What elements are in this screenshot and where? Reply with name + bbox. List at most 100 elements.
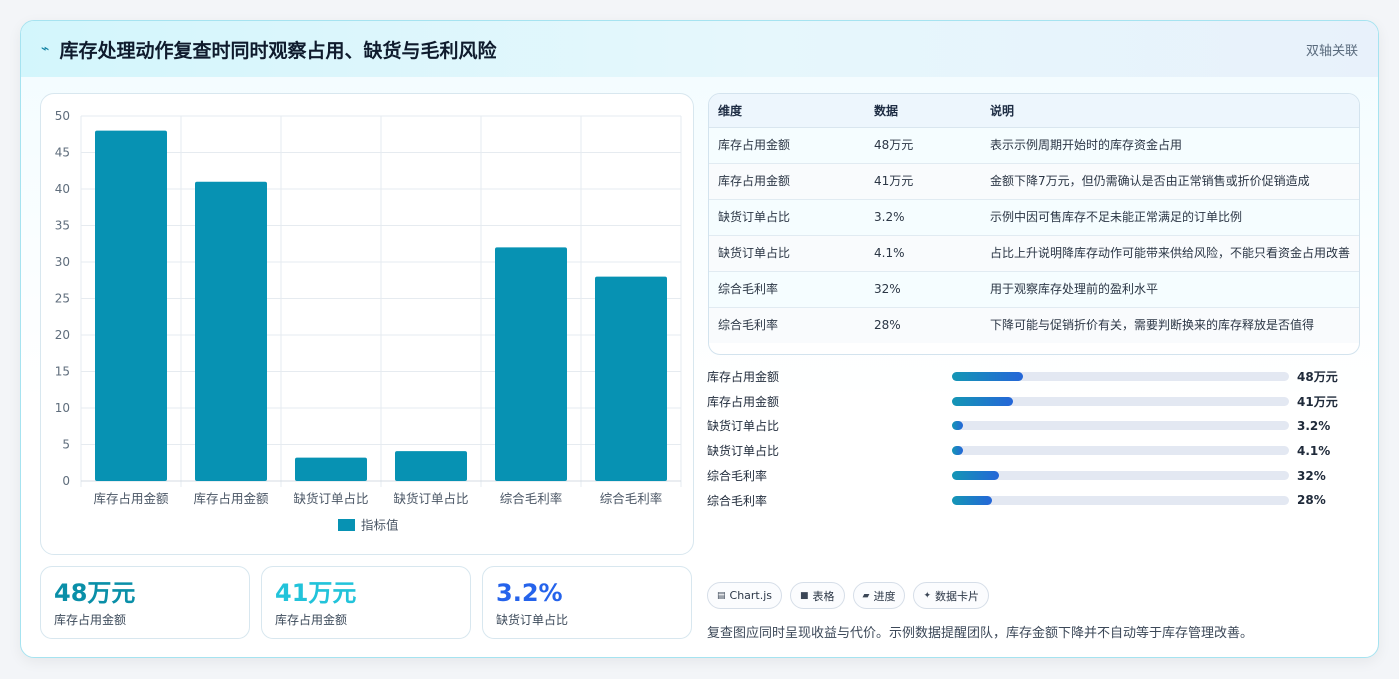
- x-tick-label: 缺货订单占比: [293, 491, 368, 506]
- chip-label: 表格: [812, 589, 835, 603]
- y-tick-label: 0: [62, 474, 70, 488]
- chip-label: 数据卡片: [935, 589, 980, 603]
- bar-chart: 0 5 10 15 20 25 30 35 40 45 50 库存占用金额 库存占用金额 缺货订单占比 缺货…: [55, 109, 682, 533]
- progress-fill: [952, 495, 993, 505]
- table-icon: ■: [800, 590, 809, 601]
- x-tick-label: 库存占用金额: [93, 491, 169, 506]
- progress-row: 缺货订单占比 3.2%: [707, 414, 1359, 439]
- table-chip[interactable]: ■ 表格: [790, 582, 845, 609]
- table-cell: 4.1%: [865, 235, 981, 272]
- chip-label: 进度: [873, 589, 896, 603]
- y-tick-label: 35: [55, 219, 70, 233]
- y-tick-label: 30: [55, 255, 70, 269]
- progress-fill: [952, 396, 1013, 406]
- progress-fill: [952, 371, 1023, 381]
- table-cell: 28%: [865, 307, 981, 343]
- kpi-value: 41万元: [275, 579, 357, 607]
- table-cell: 表示示例周期开始时的库存资金占用: [981, 127, 1359, 164]
- kpi-label: 库存占用金额: [54, 613, 127, 627]
- table-cell: 库存占用金额: [709, 127, 865, 164]
- bar: [295, 457, 367, 481]
- progress-value: 48万元: [1297, 369, 1338, 384]
- kpi-label: 库存占用金额: [275, 613, 348, 627]
- progress-label: 缺货订单占比: [707, 419, 780, 434]
- table-cell: 示例中因可售库存不足未能正常满足的订单比例: [981, 199, 1359, 236]
- table-cell: 占比上升说明降库存动作可能带来供给风险，不能只看资金占用改善: [981, 235, 1359, 272]
- legend-swatch: [338, 519, 355, 531]
- card-header: ⌁ 库存处理动作复查时同时观察占用、缺货与毛利风险 双轴关联: [21, 21, 1378, 77]
- data-table-panel: 维度 数据 说明 库存占用金额 48万元 表示示例周期开始时的库存资金占用 库存…: [708, 93, 1360, 355]
- footer-note: 复查图应同时呈现收益与代价。示例数据提醒团队，库存金额下降并不自动等于库存管理改…: [707, 626, 1254, 641]
- kpi-card: 3.2% 缺货订单占比: [482, 566, 692, 639]
- dual-axis-tag: 双轴关联: [1305, 43, 1358, 59]
- progress-fill: [952, 421, 963, 431]
- bar-chart-panel: 0 5 10 15 20 25 30 35 40 45 50 库存占用金额 库存占用金额 缺货订单占比 缺货…: [40, 93, 694, 555]
- y-tick-label: 45: [55, 146, 70, 160]
- progress-track: [952, 446, 1289, 456]
- progress-icon: ▰: [862, 590, 870, 601]
- page-title: 库存处理动作复查时同时观察占用、缺货与毛利风险: [59, 39, 497, 62]
- bar: [195, 181, 267, 481]
- data-table: 维度 数据 说明 库存占用金额 48万元 表示示例周期开始时的库存资金占用 库存…: [709, 94, 1359, 343]
- progress-chip[interactable]: ▰ 进度: [852, 582, 906, 609]
- progress-row: 库存占用金额 41万元: [707, 389, 1359, 414]
- bar: [95, 130, 167, 481]
- progress-value: 32%: [1297, 468, 1326, 483]
- y-tick-label: 5: [62, 438, 70, 452]
- x-tick-label: 综合毛利率: [500, 491, 563, 506]
- table-row: 缺货订单占比 3.2% 示例中因可售库存不足未能正常满足的订单比例: [709, 199, 1359, 236]
- card-icon: ✦: [923, 590, 932, 601]
- progress-label: 综合毛利率: [707, 469, 768, 484]
- x-tick-label: 缺货订单占比: [393, 491, 468, 506]
- table-cell: 32%: [865, 271, 981, 308]
- kpi-card: 41万元 库存占用金额: [261, 566, 471, 639]
- kpi-value: 3.2%: [496, 579, 563, 607]
- bar: [395, 451, 467, 481]
- progress-label: 综合毛利率: [707, 493, 768, 508]
- column-header: 维度: [709, 94, 865, 128]
- table-cell: 用于观察库存处理前的盈利水平: [981, 271, 1359, 308]
- table-cell: 库存占用金额: [709, 163, 865, 200]
- chip-label: Chart.js: [729, 589, 773, 602]
- table-cell: 综合毛利率: [709, 271, 865, 308]
- progress-value: 41万元: [1297, 394, 1338, 409]
- progress-value: 3.2%: [1297, 418, 1331, 433]
- progress-track: [952, 471, 1289, 481]
- progress-list: 库存占用金额 48万元 库存占用金额 41万元 缺货订单占比 3.2% 缺货订单…: [707, 364, 1359, 513]
- chart-js-chip[interactable]: ▤ Chart.js: [707, 582, 783, 609]
- progress-row: 缺货订单占比 4.1%: [707, 438, 1359, 463]
- progress-label: 库存占用金额: [707, 369, 780, 384]
- table-cell: 缺货订单占比: [709, 235, 865, 272]
- progress-fill: [952, 446, 963, 456]
- table-row: 综合毛利率 28% 下降可能与促销折价有关，需要判断换来的库存释放是否值得: [709, 307, 1359, 343]
- y-tick-label: 40: [55, 182, 70, 196]
- table-row: 库存占用金额 48万元 表示示例周期开始时的库存资金占用: [709, 127, 1359, 164]
- column-header: 数据: [865, 94, 981, 128]
- progress-row: 综合毛利率 28%: [707, 488, 1359, 513]
- table-cell: 下降可能与促销折价有关，需要判断换来的库存释放是否值得: [981, 307, 1359, 343]
- progress-row: 综合毛利率 32%: [707, 463, 1359, 488]
- table-row: 综合毛利率 32% 用于观察库存处理前的盈利水平: [709, 271, 1359, 308]
- bolt-icon: ⌁: [41, 41, 50, 57]
- kpi-card: 48万元 库存占用金额: [40, 566, 250, 639]
- kpi-value: 48万元: [54, 579, 136, 607]
- data-card-chip[interactable]: ✦ 数据卡片: [913, 582, 990, 609]
- bar: [495, 247, 567, 481]
- progress-value: 28%: [1297, 493, 1326, 508]
- y-tick-label: 15: [55, 365, 70, 379]
- progress-fill: [952, 471, 1000, 481]
- table-row: 库存占用金额 41万元 金额下降7万元，但仍需确认是否由正常销售或折价促销造成: [709, 163, 1359, 200]
- tag-chip-row: ▤ Chart.js ■ 表格 ▰ 进度 ✦ 数据卡片: [707, 582, 990, 609]
- bar: [595, 276, 667, 481]
- table-cell: 41万元: [865, 163, 981, 200]
- table-cell: 3.2%: [865, 199, 981, 236]
- progress-track: [952, 371, 1289, 381]
- progress-label: 库存占用金额: [707, 394, 780, 409]
- x-tick-label: 综合毛利率: [600, 491, 663, 506]
- legend-label: 指标值: [361, 518, 399, 533]
- kpi-label: 缺货订单占比: [496, 613, 569, 627]
- table-cell: 缺货订单占比: [709, 199, 865, 236]
- progress-track: [952, 396, 1289, 406]
- progress-track: [952, 421, 1289, 431]
- x-tick-label: 库存占用金额: [193, 491, 269, 506]
